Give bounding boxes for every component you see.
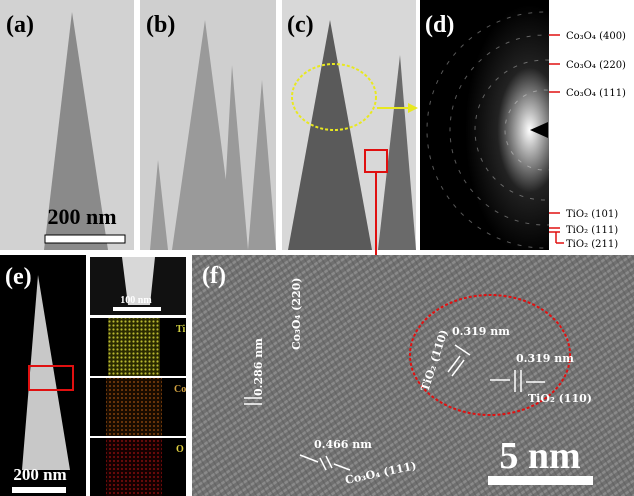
annotation: TiO₂ (110) xyxy=(528,392,592,405)
page: TEM figure {"panels": { "a": {"label": "… xyxy=(0,0,634,496)
scale-bar xyxy=(12,487,66,493)
element-label: Ti xyxy=(176,324,185,335)
annotation: 0.319 nm xyxy=(516,352,574,365)
ring-label: Co₃O₄ (220) xyxy=(566,60,626,71)
annotation: 0.466 nm xyxy=(314,438,372,451)
scale-label: 5 nm xyxy=(499,435,580,477)
ring-label: Co₃O₄ (400) xyxy=(566,31,626,42)
body: (a) 200 nm (b) (c) (d) Co₃O₄ (400) Co₃O₄… xyxy=(0,0,634,496)
ring-markers xyxy=(549,35,564,243)
o-signal xyxy=(106,438,162,496)
ring-label: TiO₂ (111) xyxy=(566,225,618,236)
annotation: 0.319 nm xyxy=(452,325,510,338)
ring-label: TiO₂ (211) xyxy=(566,239,618,250)
panel-label: (f) xyxy=(202,263,226,289)
scale-bar xyxy=(488,476,593,485)
panel-label: (d) xyxy=(425,12,454,38)
figure: (a) 200 nm (b) (c) (d) Co₃O₄ (400) Co₃O₄… xyxy=(0,0,634,496)
element-label: O xyxy=(176,444,184,455)
ring-label: TiO₂ (101) xyxy=(566,209,618,220)
panel-label: (e) xyxy=(5,264,32,290)
scale-label: 200 nm xyxy=(13,465,66,484)
scale-label: 200 nm xyxy=(47,204,116,229)
annotation: 0.286 nm xyxy=(252,338,265,396)
co-signal xyxy=(106,378,162,436)
scale-bar xyxy=(45,235,125,243)
scale-label: 100 nm xyxy=(120,295,152,306)
panel-label: (a) xyxy=(6,12,34,38)
ti-signal xyxy=(108,318,160,376)
element-label: Co xyxy=(174,384,186,395)
panel-label: (b) xyxy=(146,12,175,38)
scale-bar xyxy=(113,307,161,311)
panel-label: (c) xyxy=(287,12,314,38)
annotation: Co₃O₄ (220) xyxy=(290,277,303,350)
ring-label: Co₃O₄ (111) xyxy=(566,88,626,99)
